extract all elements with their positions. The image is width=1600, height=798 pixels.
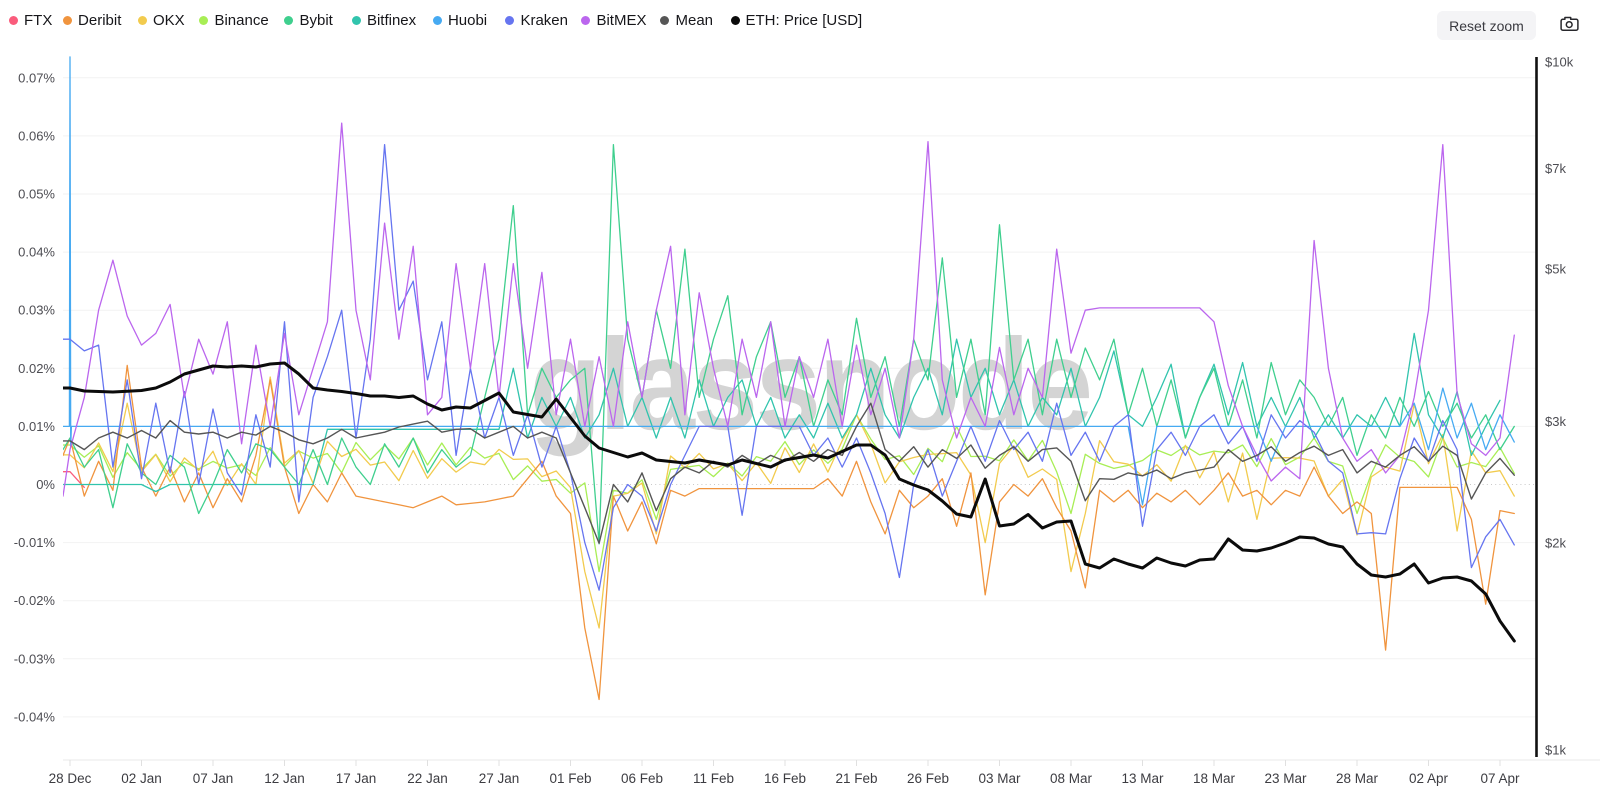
svg-text:28 Dec: 28 Dec [49,771,92,786]
svg-text:$3k: $3k [1545,414,1566,429]
svg-text:$7k: $7k [1545,161,1566,176]
svg-text:16 Feb: 16 Feb [764,771,806,786]
svg-text:06 Feb: 06 Feb [621,771,663,786]
svg-text:02 Jan: 02 Jan [121,771,162,786]
svg-text:-0.02%: -0.02% [14,593,56,608]
svg-text:26 Feb: 26 Feb [907,771,949,786]
svg-text:02 Apr: 02 Apr [1409,771,1449,786]
svg-text:0.06%: 0.06% [18,128,55,143]
svg-text:$10k: $10k [1545,55,1574,70]
svg-text:11 Feb: 11 Feb [693,771,734,786]
svg-text:0.07%: 0.07% [18,70,55,85]
svg-text:$1k: $1k [1545,743,1566,758]
svg-text:23 Mar: 23 Mar [1264,771,1307,786]
svg-text:03 Mar: 03 Mar [978,771,1021,786]
svg-text:22 Jan: 22 Jan [407,771,448,786]
svg-text:07 Apr: 07 Apr [1480,771,1520,786]
svg-text:$2k: $2k [1545,535,1566,550]
svg-text:0.01%: 0.01% [18,419,55,434]
svg-text:13 Mar: 13 Mar [1121,771,1164,786]
svg-text:27 Jan: 27 Jan [479,771,520,786]
svg-text:-0.04%: -0.04% [14,709,56,724]
svg-text:0.04%: 0.04% [18,245,55,260]
svg-text:07 Jan: 07 Jan [193,771,234,786]
svg-text:12 Jan: 12 Jan [264,771,305,786]
svg-text:21 Feb: 21 Feb [835,771,877,786]
svg-text:01 Feb: 01 Feb [549,771,591,786]
svg-text:18 Mar: 18 Mar [1193,771,1236,786]
svg-text:0.03%: 0.03% [18,303,55,318]
svg-text:-0.03%: -0.03% [14,651,56,666]
svg-text:0%: 0% [36,477,55,492]
svg-text:08 Mar: 08 Mar [1050,771,1093,786]
svg-text:-0.01%: -0.01% [14,535,56,550]
svg-text:28 Mar: 28 Mar [1336,771,1379,786]
svg-text:0.05%: 0.05% [18,187,55,202]
svg-text:$5k: $5k [1545,262,1566,277]
svg-text:17 Jan: 17 Jan [336,771,377,786]
svg-text:0.02%: 0.02% [18,361,55,376]
